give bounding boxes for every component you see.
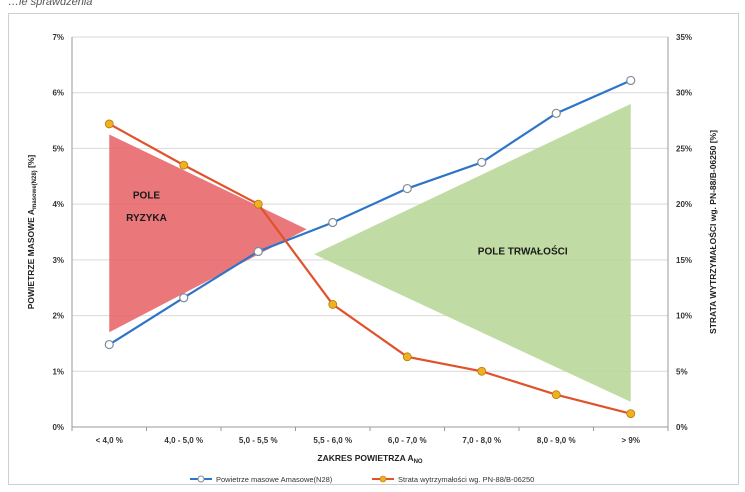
- series-point-strength: [328, 300, 338, 309]
- series-point-air: [179, 293, 189, 303]
- durability-region-label: POLE TRWAŁOŚCI: [478, 244, 568, 257]
- series-point-strength: [179, 160, 189, 170]
- y-left-tick-label: 1%: [52, 367, 64, 376]
- risk-region: [109, 134, 307, 333]
- series-point-strength: [477, 366, 487, 376]
- x-tick-label: > 9%: [622, 436, 640, 445]
- y-left-tick-label: 0%: [52, 423, 64, 432]
- series-point-strength: [551, 390, 561, 400]
- x-tick-label: 8,0 - 9,0 %: [537, 436, 576, 445]
- legend-marker-air: [197, 475, 205, 483]
- y-right-tick-label: 0%: [676, 423, 688, 432]
- x-tick-label: < 4,0 %: [96, 436, 123, 445]
- series-point-air: [626, 75, 636, 86]
- series-point-air: [104, 339, 114, 350]
- y-right-tick-label: 35%: [676, 33, 692, 42]
- y-left-tick-label: 7%: [52, 33, 64, 42]
- y-left-tick-label: 5%: [52, 144, 64, 153]
- series-point-air: [551, 108, 561, 118]
- series-point-air: [477, 157, 487, 167]
- y-right-tick-label: 5%: [676, 367, 688, 376]
- y-left-tick-label: 6%: [52, 89, 64, 98]
- y-left-tick-label: 2%: [52, 312, 64, 321]
- series-point-air: [402, 183, 412, 194]
- y-right-tick-label: 20%: [676, 200, 692, 209]
- y-right-tick-label: 30%: [676, 89, 692, 98]
- durability-region: [314, 103, 631, 402]
- x-tick-label: 4,0 - 5,0 %: [164, 436, 203, 445]
- x-tick-label: 6,0 - 7,0 %: [388, 436, 427, 445]
- y-right-tick-label: 15%: [676, 256, 692, 265]
- series-line-strength: [108, 122, 632, 415]
- series-point-strength: [104, 119, 114, 129]
- series-point-strength: [253, 199, 263, 209]
- legend-label-strength: Strata wytrzymałości wg. PN-88/B-06250: [398, 475, 534, 484]
- series-point-strength: [402, 352, 412, 362]
- series-point-air: [253, 246, 263, 257]
- y-right-tick-label: 10%: [676, 312, 692, 321]
- risk-region-label: POLE: [133, 191, 161, 202]
- y-right-tick-label: 25%: [676, 144, 692, 153]
- x-tick-label: 7,0 - 8,0 %: [462, 436, 501, 445]
- series-line-air: [108, 79, 632, 346]
- x-tick-label: 5,5 - 6,0 %: [313, 436, 352, 445]
- y-left-tick-label: 3%: [52, 256, 64, 265]
- x-axis-title: ZAKRES POWIETRZA ANO: [317, 453, 423, 465]
- series-point-strength: [626, 409, 636, 419]
- series-point-air: [328, 217, 338, 228]
- legend-label-air: Powietrze masowe Amasowe(N28): [216, 475, 333, 484]
- header-fragment: …ie sprawdzenia: [8, 0, 93, 8]
- risk-region-label: RYZYKA: [126, 213, 167, 224]
- y-left-axis-title: POWIETRZE MASOWE Amasowe(N28) [%]: [26, 155, 38, 310]
- legend-marker-strength: [379, 475, 387, 483]
- y-left-tick-label: 4%: [52, 200, 64, 209]
- x-tick-label: 5,0 - 5,5 %: [239, 436, 278, 445]
- y-right-axis-title: STRATA WYTRZYMAŁOŚCI wg. PN-88/B-06250 […: [707, 130, 718, 334]
